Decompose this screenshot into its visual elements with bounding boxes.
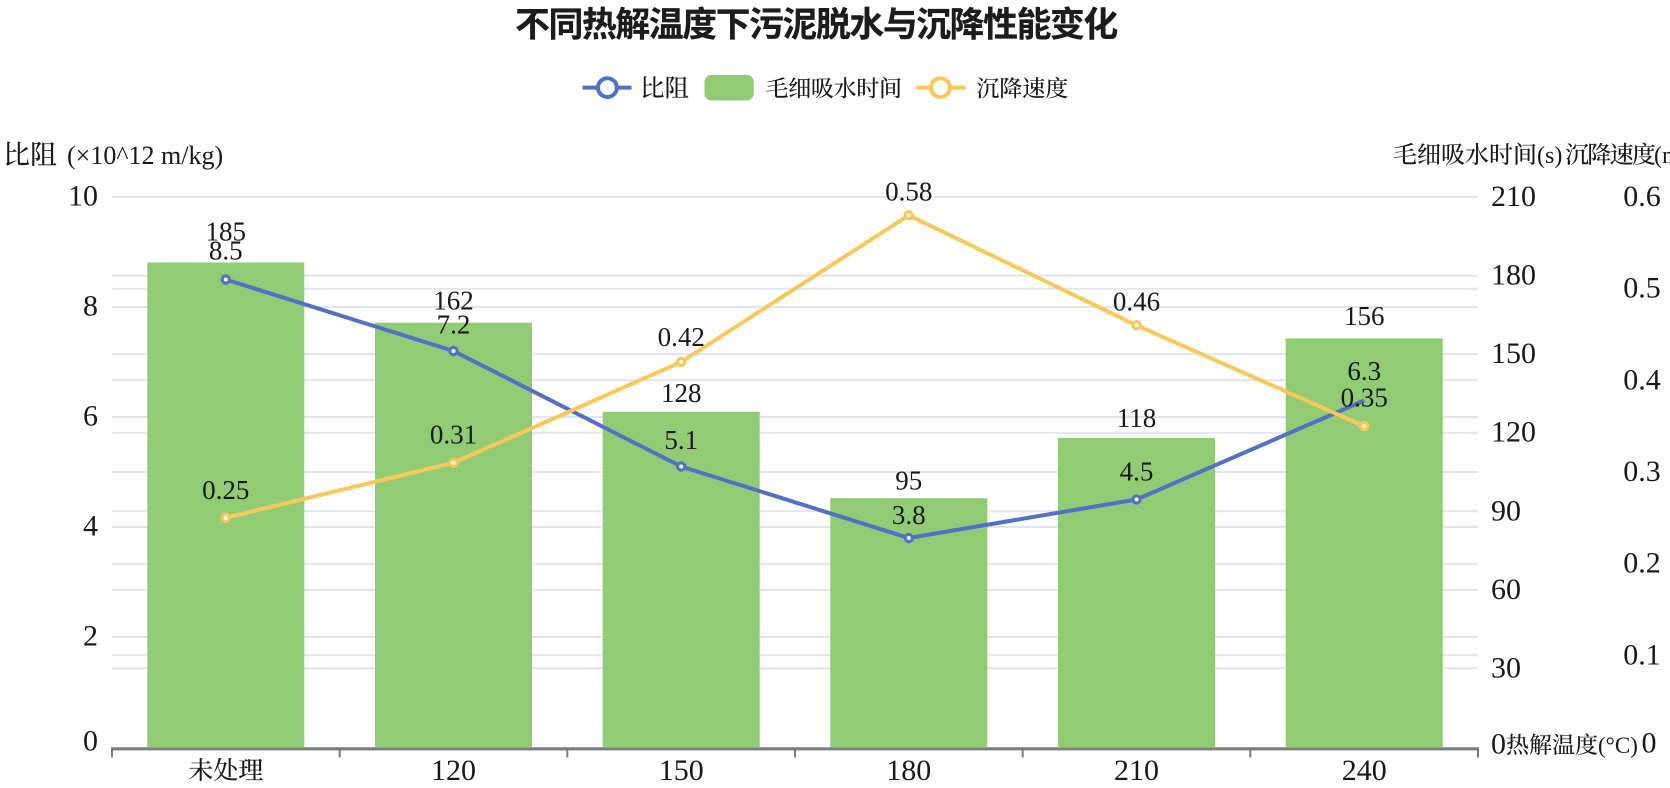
svg-text:(mL: (mL <box>1654 143 1670 169</box>
svg-text:0: 0 <box>83 725 98 758</box>
svg-text:60: 60 <box>1491 573 1521 606</box>
svg-text:180: 180 <box>1491 259 1536 292</box>
svg-text:156: 156 <box>1344 301 1385 331</box>
svg-text:90: 90 <box>1491 494 1521 527</box>
svg-text:0.1: 0.1 <box>1623 638 1661 671</box>
svg-text:0.31: 0.31 <box>430 420 477 450</box>
svg-text:120: 120 <box>431 754 476 787</box>
svg-text:118: 118 <box>1117 403 1157 433</box>
svg-text:8.5: 8.5 <box>209 236 243 266</box>
svg-text:4.5: 4.5 <box>1120 457 1154 487</box>
svg-text:0: 0 <box>1491 728 1506 761</box>
svg-text:0.6: 0.6 <box>1623 180 1661 213</box>
svg-text:0.46: 0.46 <box>1113 287 1160 317</box>
svg-text:210: 210 <box>1114 754 1159 787</box>
svg-text:(×10^12 m/kg): (×10^12 m/kg) <box>67 141 223 170</box>
svg-text:150: 150 <box>659 754 704 787</box>
svg-text:162: 162 <box>433 286 474 316</box>
svg-text:3.8: 3.8 <box>892 500 926 530</box>
svg-text:95: 95 <box>895 465 922 495</box>
svg-text:30: 30 <box>1491 651 1521 684</box>
svg-text:7.2: 7.2 <box>437 310 471 340</box>
svg-text:(°C): (°C) <box>1598 733 1638 758</box>
svg-text:8: 8 <box>83 290 98 323</box>
svg-text:5.1: 5.1 <box>664 425 698 455</box>
svg-text:0.25: 0.25 <box>202 475 249 505</box>
svg-text:210: 210 <box>1491 180 1536 213</box>
svg-text:10: 10 <box>68 180 98 213</box>
svg-text:0.3: 0.3 <box>1623 455 1661 488</box>
svg-text:6.3: 6.3 <box>1347 356 1381 386</box>
svg-text:128: 128 <box>661 378 702 408</box>
svg-text:0.2: 0.2 <box>1623 547 1661 580</box>
svg-text:0.35: 0.35 <box>1341 382 1388 412</box>
svg-text:0.5: 0.5 <box>1623 272 1661 305</box>
svg-text:185: 185 <box>206 217 247 247</box>
svg-text:240: 240 <box>1342 754 1387 787</box>
svg-text:(s): (s) <box>1537 143 1562 169</box>
svg-text:0: 0 <box>1642 727 1657 760</box>
svg-text:180: 180 <box>886 754 931 787</box>
svg-text:120: 120 <box>1491 416 1536 449</box>
svg-text:4: 4 <box>83 510 98 543</box>
svg-text:6: 6 <box>83 400 98 433</box>
svg-text:0.42: 0.42 <box>658 322 705 352</box>
svg-text:0.4: 0.4 <box>1623 363 1661 396</box>
svg-text:0.58: 0.58 <box>885 177 932 207</box>
svg-text:2: 2 <box>83 620 98 653</box>
svg-text:150: 150 <box>1491 337 1536 370</box>
